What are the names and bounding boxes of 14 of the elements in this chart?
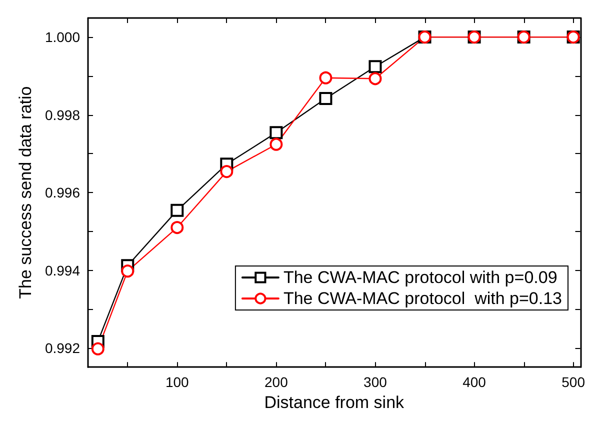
- y-axis-title: The success send data ratio: [16, 86, 35, 299]
- x-tick-label: 300: [364, 374, 388, 390]
- y-tick-label: 0.996: [44, 184, 80, 201]
- y-tick-label: 0.998: [44, 106, 80, 123]
- legend-label: The CWA-MAC protocol with p=0.09: [283, 268, 558, 287]
- y-tick-label: 1.000: [44, 29, 80, 46]
- y-tick-label: 0.992: [44, 340, 80, 356]
- y-tick-label: 0.994: [44, 262, 80, 278]
- legend-label: The CWA-MAC protocol with p=0.13: [283, 289, 562, 308]
- x-tick-label: 400: [462, 374, 486, 390]
- x-tick-label: 100: [165, 374, 190, 390]
- x-axis-title: Distance from sink: [264, 393, 405, 412]
- x-tick-label: 200: [264, 374, 288, 390]
- x-tick-label: 500: [562, 374, 586, 390]
